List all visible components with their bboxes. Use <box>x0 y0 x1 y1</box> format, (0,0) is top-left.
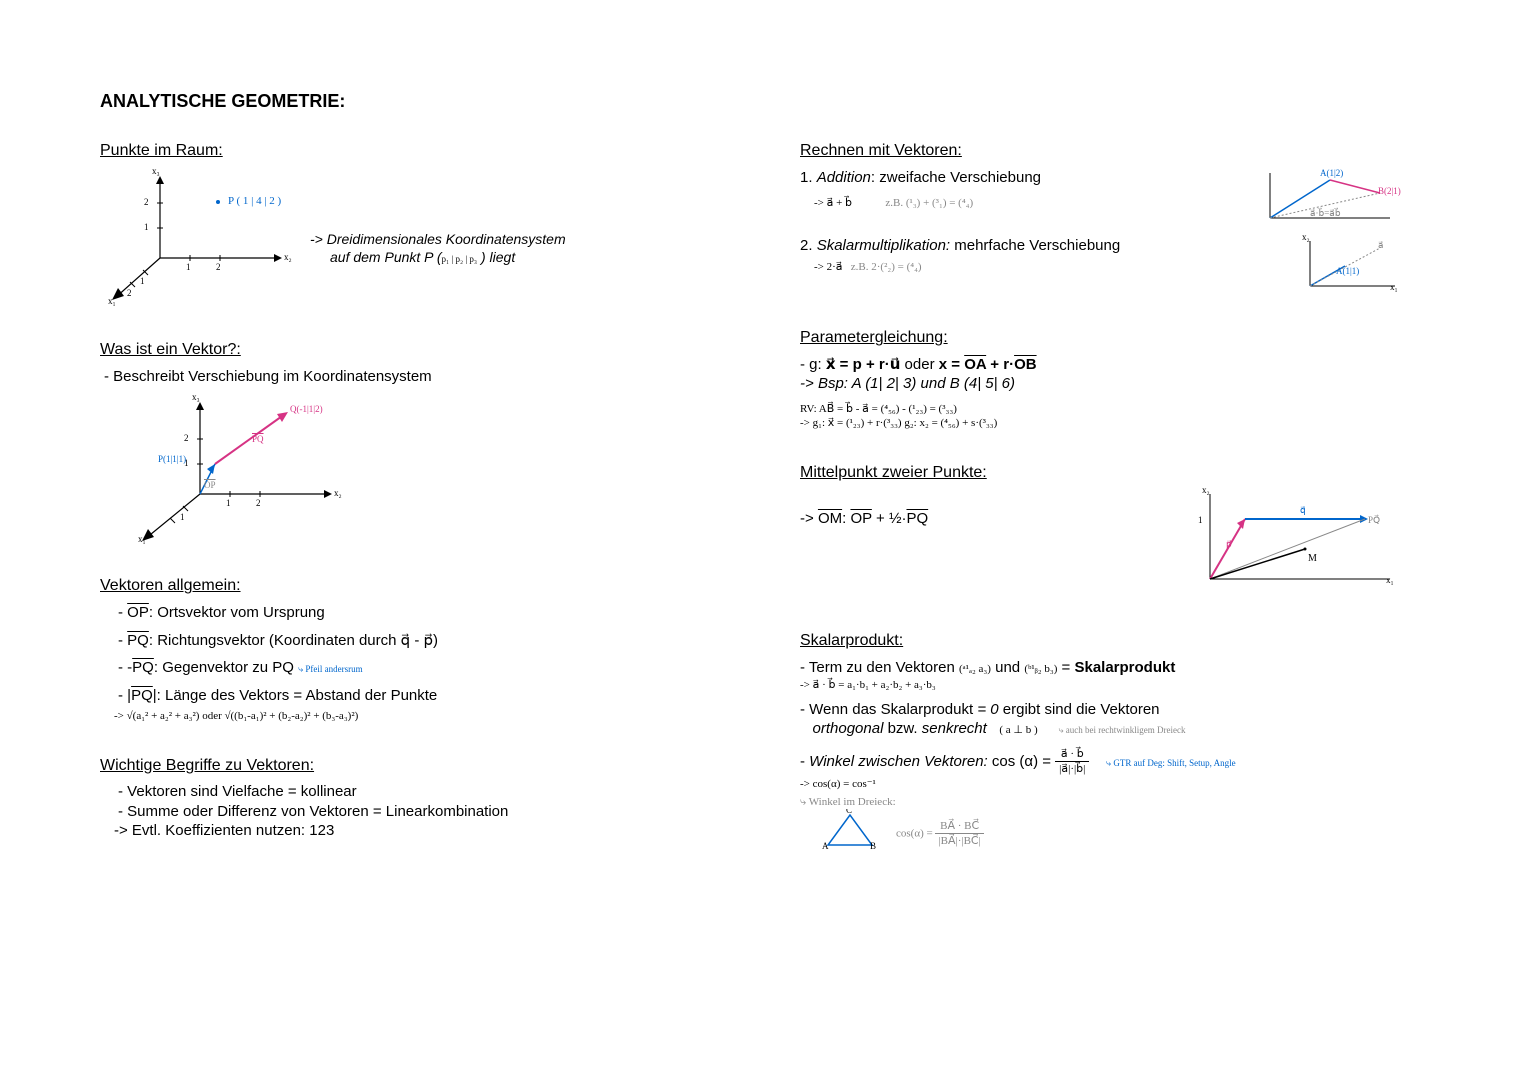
param-l2: -> Bsp: A (1| 2| 3) und B (4| 5| 6) <box>800 374 1400 394</box>
axis-x2-2: x₂ <box>334 488 342 500</box>
skalar-l1: - Term zu den Vektoren (ᵃ¹ₐ₂ a₃) und (ᵇ¹… <box>800 658 1400 678</box>
svg-text:C: C <box>846 809 852 815</box>
lbl-a: a⃗ <box>1378 240 1384 252</box>
heading-allgemein: Vektoren allgemein: <box>100 576 660 597</box>
allg-line1: OP: Ortsvektor vom Ursprung <box>118 603 660 623</box>
allg-line3: -PQ: Gegenvektor zu PQ ⤷ Pfeil andersrum <box>118 658 660 678</box>
allg-line4: |PQ|: Länge des Vektors = Abstand der Pu… <box>118 686 660 706</box>
axis-x2-1: x₂ <box>284 252 292 264</box>
triangle-icon: A B C <box>820 809 880 851</box>
svg-text:B: B <box>870 841 876 851</box>
axis-x3-2: x₃ <box>192 392 200 404</box>
lbl-sum: a⃗·b⃗=a⃗b⃗ <box>1310 208 1341 220</box>
svg-text:A: A <box>822 841 829 851</box>
tick2-1c: 1 <box>180 512 185 524</box>
allg-line5: √(a₁² + a₂² + a₃²) oder √((b₁-a₁)² + (b₂… <box>114 709 660 723</box>
r1-line1: 1. Addition: zweifache Verschiebung <box>800 168 1244 188</box>
section-vektor: Was ist ein Vektor?: Beschreibt Verschie… <box>100 340 660 544</box>
heading-vektor: Was ist ein Vektor?: <box>100 340 660 361</box>
axis-x1-2: x₁ <box>138 534 146 546</box>
label-point-p: P ( 1 | 4 | 2 ) <box>228 194 281 208</box>
axis-x3-1: x₃ <box>152 166 160 178</box>
skalar-l3: - Wenn das Skalarprodukt = 0 ergibt sind… <box>800 700 1400 720</box>
tick-1c: 1 <box>140 276 145 288</box>
tick-2a: 2 <box>216 262 221 274</box>
section-rechnen: Rechnen mit Vektoren: 1. Addition: zweif… <box>800 141 1400 296</box>
tick2-2a: 2 <box>256 498 261 510</box>
label-op: OP <box>204 480 216 492</box>
note-rechtw: ⤷ auch bei rechtwinkligem Dreieck <box>1058 725 1185 735</box>
tick-2b: 2 <box>144 197 149 209</box>
tick3-1: 1 <box>1198 515 1203 527</box>
tick-1a: 1 <box>186 262 191 274</box>
r1-line2: 2. Skalarmultiplikation: mehrfache Versc… <box>800 236 1284 256</box>
lbl-q3: q⃗ <box>1300 505 1306 517</box>
skalar-l2: -> a⃗ · b⃗ = a₁·b₁ + a₂·b₂ + a₃·b₃ <box>800 678 1400 692</box>
page-columns: Punkte im Raum: P ( 1 | <box>100 141 1458 883</box>
diagram-mittelpunkt: M <box>1190 489 1400 599</box>
lbl-A2: A(1|1) <box>1336 266 1359 278</box>
lbl-B: B(2|1) <box>1378 186 1401 198</box>
lbl-p3: p⃗ <box>1226 539 1232 551</box>
skalar-l6: -> cos(α) = cos⁻¹ <box>800 777 1400 791</box>
heading-mittelpunkt: Mittelpunkt zweier Punkte: <box>800 463 1400 484</box>
allg-line2: PQ: Richtungsvektor (Koordinaten durch q… <box>118 631 660 651</box>
beg-line3: -> Evtl. Koeffizienten nutzen: 123 <box>114 821 660 841</box>
ax2-x1: x₁ <box>1390 282 1398 294</box>
param-l3: RV: AB⃗ = b⃗ - a⃗ = (⁴₅₆) - (¹₂₃) = (³₃₃… <box>800 402 1400 416</box>
section-mittelpunkt: Mittelpunkt zweier Punkte: -> OM: OP + ½… <box>800 463 1400 600</box>
beg-line2: Summe oder Differenz von Vektoren = Line… <box>118 802 660 822</box>
section-punkte: Punkte im Raum: P ( 1 | <box>100 141 660 308</box>
tick-2c: 2 <box>127 288 132 300</box>
tick2-1a: 1 <box>226 498 231 510</box>
r1-formula1: -> a⃗ + b⃗ z.B. (¹₃) + (³₁) = (⁴₄) <box>814 192 1244 212</box>
section-begriffe: Wichtige Begriffe zu Vektoren: Vektoren … <box>100 756 660 841</box>
skalar-l7-eq: cos(α) = BA⃗ · BC⃗ |BA⃗|·|BC⃗| <box>896 809 984 849</box>
tick2-2b: 2 <box>184 433 189 445</box>
ax3-x2: x₂ <box>1202 485 1210 497</box>
beg-line1: Vektoren sind Vielfache = kollinear <box>118 782 660 802</box>
axis-x1-1: x₁ <box>108 296 116 308</box>
heading-begriffe: Wichtige Begriffe zu Vektoren: <box>100 756 660 777</box>
section-parameter: Parametergleichung: - g: x⃗ = p + r·u⃗ o… <box>800 328 1400 430</box>
caption-2: auf dem Punkt P (p₁ | p₂ | p₃ ) liegt <box>330 248 515 266</box>
mittel-l1: -> OM: OP + ½·PQ <box>800 489 1174 529</box>
note-gtr: ⤷ GTR auf Deg: Shift, Setup, Angle <box>1106 758 1236 768</box>
r1-formula2: -> 2·a⃗ z.B. 2·(²₂) = (⁴₄) <box>814 260 1284 274</box>
section-skalar: Skalarprodukt: - Term zu den Vektoren (ᵃ… <box>800 631 1400 851</box>
param-l1: - g: x⃗ = p + r·u⃗ oder x = OA + r·OB <box>800 355 1400 375</box>
param-l4: -> g₁: x⃗ = (¹₂₃) + r·(³₃₃) g₂: x₂ = (⁴₅… <box>800 416 1400 430</box>
skalar-l7: ⤷ Winkel im Dreieck: <box>800 795 1400 809</box>
caption-1: -> Dreidimensionales Koordinatensystem <box>310 230 566 248</box>
heading-punkte: Punkte im Raum: <box>100 141 660 162</box>
lbl-A: A(1|2) <box>1320 168 1343 180</box>
left-column: Punkte im Raum: P ( 1 | <box>100 141 660 883</box>
heading-parameter: Parametergleichung: <box>800 328 1400 349</box>
note-pfeil: ⤷ Pfeil andersrum <box>298 664 363 674</box>
tick-1b: 1 <box>144 222 149 234</box>
heading-skalar: Skalarprodukt: <box>800 631 1400 652</box>
skalar-l5: - Winkel zwischen Vektoren: cos (α) = a⃗… <box>800 747 1400 777</box>
skalar-l4: orthogonal bzw. senkrecht ( a ⊥ b ) ⤷ au… <box>800 719 1400 739</box>
line-vektor-desc: Beschreibt Verschiebung im Koordinatensy… <box>104 367 660 387</box>
label-p2: P(1|1|1) <box>158 454 186 466</box>
svg-text:M: M <box>1308 553 1317 564</box>
section-allgemein: Vektoren allgemein: OP: Ortsvektor vom U… <box>100 576 660 723</box>
label-q: Q(-1|1|2) <box>290 404 323 416</box>
ax3-x1: x₁ <box>1386 575 1394 587</box>
right-column: Rechnen mit Vektoren: 1. Addition: zweif… <box>800 141 1400 883</box>
label-pq: PQ <box>252 434 264 446</box>
lbl-pq3: PQ⃗ <box>1368 515 1380 527</box>
page-title: ANALYTISCHE GEOMETRIE: <box>100 90 1458 113</box>
ax2-x2: x₂ <box>1302 232 1310 244</box>
diagram-vector <box>130 394 390 544</box>
heading-rechnen: Rechnen mit Vektoren: <box>800 141 1400 162</box>
